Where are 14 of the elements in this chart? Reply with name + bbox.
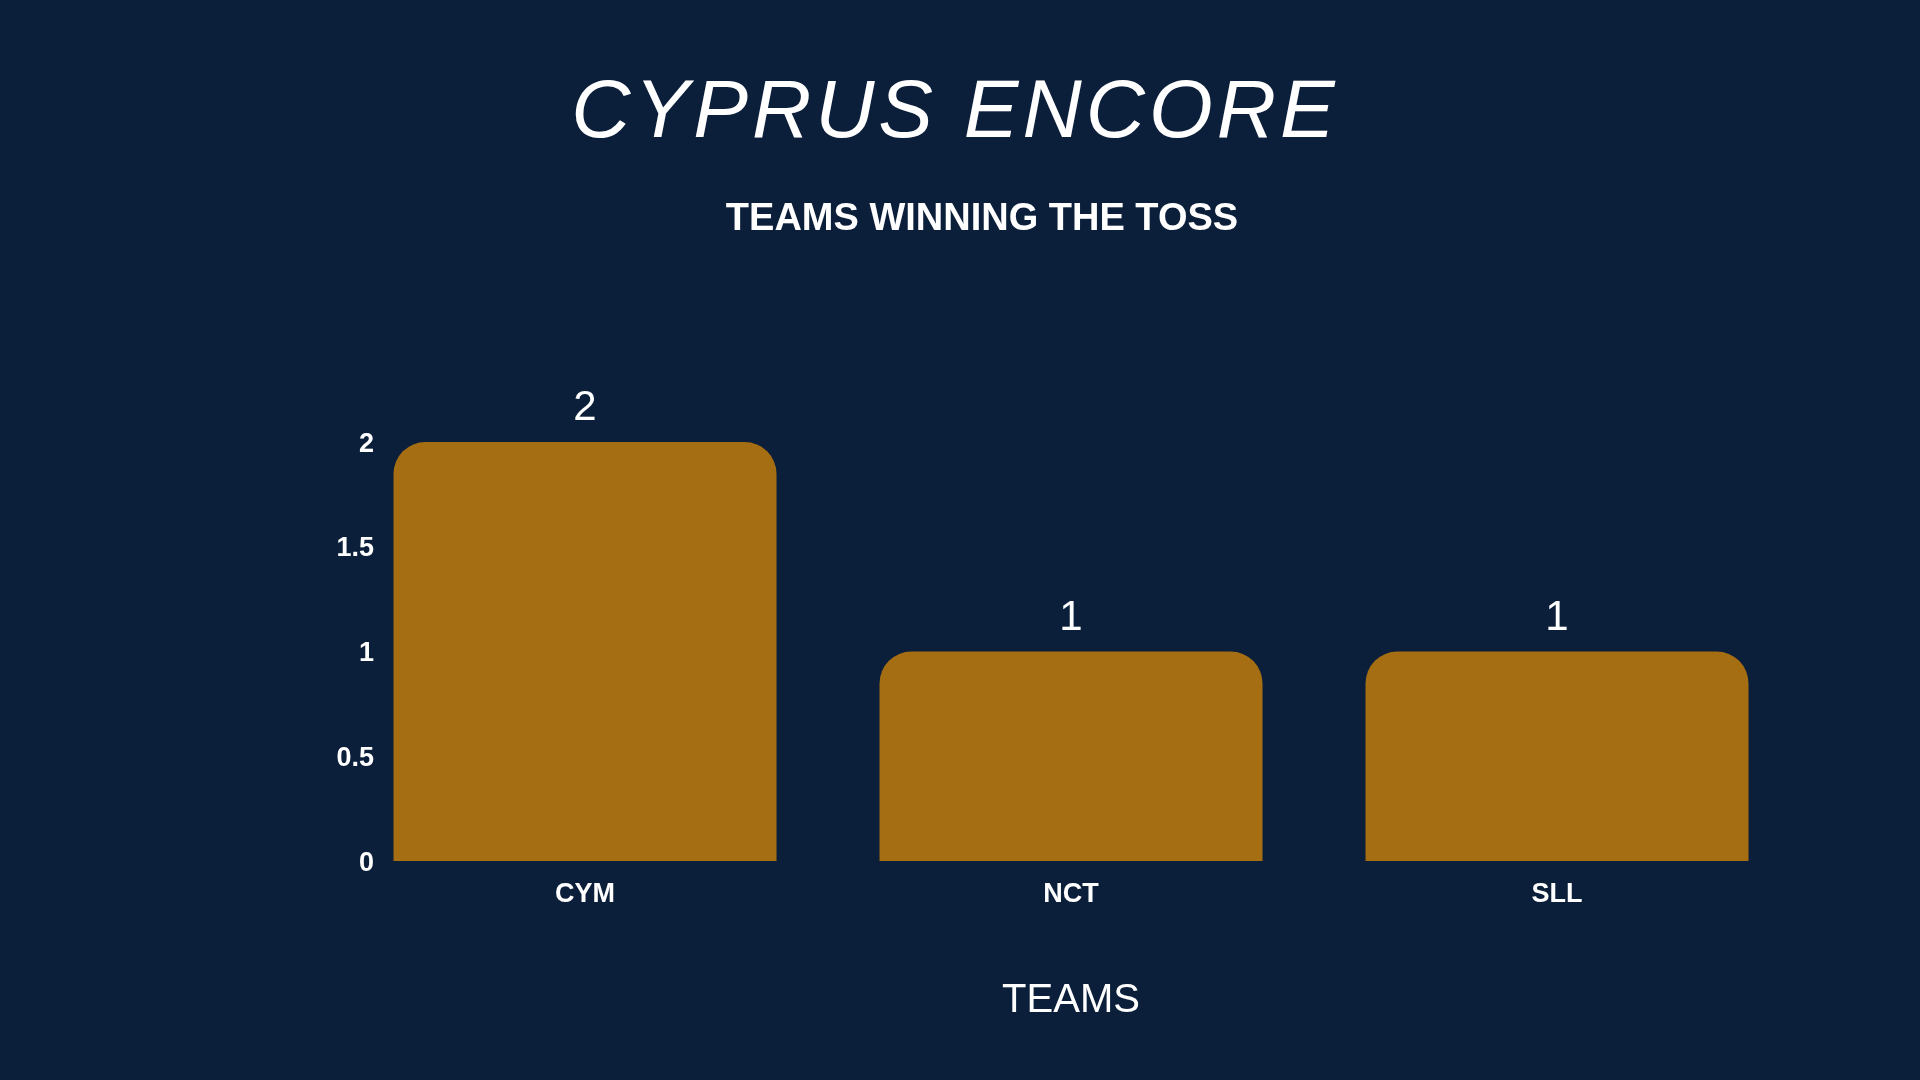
y-tick-label: 0 bbox=[358, 846, 374, 877]
y-tick-label: 0.5 bbox=[336, 741, 374, 772]
y-tick-label: 1.5 bbox=[336, 532, 374, 563]
data-label: 1 bbox=[1545, 591, 1569, 639]
chart-title: CYPRUS ENCORE bbox=[570, 62, 1340, 156]
y-tick-label: 2 bbox=[358, 427, 374, 458]
x-tick-label: SLL bbox=[1531, 878, 1583, 909]
y-tick-label: 1 bbox=[358, 637, 374, 668]
x-tick-label: CYM bbox=[555, 878, 615, 909]
data-label: 2 bbox=[573, 382, 597, 429]
x-axis-title: TEAMS bbox=[1002, 976, 1140, 1020]
chart-subtitle: TEAMS WINNING THE TOSS bbox=[724, 196, 1240, 239]
x-tick-label: NCT bbox=[1043, 878, 1100, 909]
data-label: 1 bbox=[1059, 591, 1083, 639]
